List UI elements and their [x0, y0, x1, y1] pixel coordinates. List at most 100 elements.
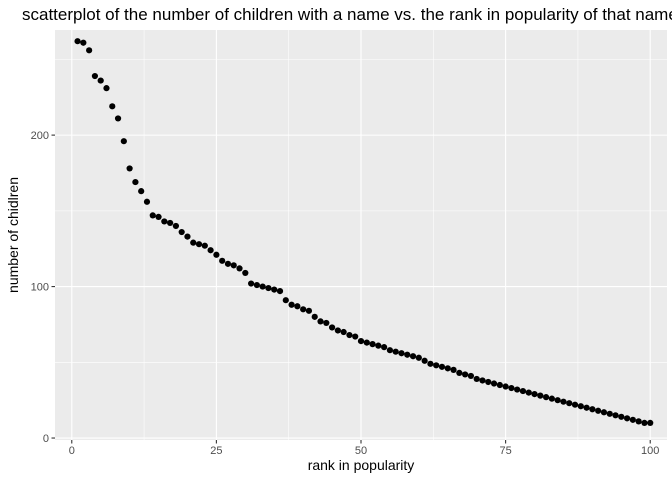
data-point	[276, 288, 284, 295]
y-axis-ticks: 0 100 200	[31, 130, 55, 445]
x-tick-label: 25	[210, 445, 222, 457]
data-point	[386, 347, 394, 354]
data-point	[109, 103, 116, 110]
data-point	[635, 418, 642, 425]
data-point	[253, 281, 260, 289]
data-point	[462, 371, 469, 378]
data-point	[490, 380, 498, 387]
chart-title: scatterplot of the number of children wi…	[22, 5, 672, 24]
data-point	[346, 331, 353, 339]
data-point	[554, 397, 561, 404]
data-point	[519, 387, 527, 395]
data-point	[103, 85, 110, 92]
x-axis-ticks: 0 25 50 75 100	[69, 440, 659, 457]
data-point	[629, 416, 636, 423]
data-point	[618, 413, 625, 420]
data-point	[132, 178, 139, 186]
data-point	[479, 377, 486, 384]
data-point	[392, 348, 399, 355]
data-point	[438, 363, 446, 370]
data-point	[427, 360, 434, 367]
data-point	[271, 286, 278, 293]
data-point	[219, 257, 226, 264]
data-point	[421, 357, 428, 364]
data-point	[259, 283, 266, 290]
data-point	[363, 339, 370, 346]
data-point	[224, 260, 232, 267]
data-point	[508, 384, 515, 392]
data-point	[409, 353, 417, 360]
data-point	[230, 262, 237, 269]
data-point	[352, 333, 359, 340]
data-points	[74, 38, 654, 426]
data-point	[450, 366, 457, 373]
y-axis-title: number of chidlren	[5, 177, 21, 293]
data-point	[167, 219, 174, 227]
data-point	[265, 284, 272, 292]
data-point	[201, 242, 208, 249]
data-point	[207, 247, 214, 254]
data-point	[294, 303, 301, 310]
data-point	[323, 319, 330, 327]
data-point	[600, 409, 608, 416]
data-point	[288, 301, 295, 308]
data-point	[236, 265, 243, 272]
data-point	[143, 198, 151, 205]
data-point	[381, 344, 388, 351]
data-point	[184, 233, 191, 240]
data-point	[606, 410, 613, 417]
data-point	[317, 318, 324, 325]
data-point	[514, 386, 521, 393]
data-point	[444, 365, 451, 372]
data-point	[537, 392, 544, 399]
data-point	[97, 77, 104, 84]
data-point	[328, 324, 336, 331]
data-point	[126, 165, 133, 172]
data-point	[247, 280, 255, 287]
data-point	[282, 297, 289, 304]
data-point	[86, 47, 93, 54]
data-point	[589, 406, 596, 413]
grid-major	[55, 30, 667, 440]
data-point	[433, 362, 440, 369]
data-point	[149, 212, 156, 219]
data-point	[583, 404, 590, 411]
x-tick-label: 100	[641, 445, 659, 457]
data-point	[641, 419, 648, 426]
data-point	[543, 394, 550, 401]
data-point	[473, 375, 480, 383]
x-tick-label: 0	[69, 445, 75, 457]
data-point	[242, 269, 249, 277]
data-point	[623, 415, 631, 422]
data-point	[502, 383, 509, 390]
data-point	[74, 38, 81, 45]
data-point	[178, 228, 185, 236]
data-point	[375, 342, 382, 349]
data-point	[531, 391, 538, 398]
y-tick-label: 0	[43, 433, 49, 445]
data-point	[190, 239, 197, 246]
data-point	[398, 350, 405, 357]
data-point	[195, 241, 203, 248]
data-point	[647, 419, 654, 426]
x-tick-label: 50	[355, 445, 367, 457]
data-point	[415, 354, 422, 361]
x-tick-label: 75	[499, 445, 511, 457]
data-point	[161, 218, 168, 225]
data-point	[334, 327, 341, 334]
data-point	[612, 412, 619, 419]
data-point	[311, 313, 318, 320]
data-point	[357, 337, 365, 345]
data-point	[155, 213, 162, 221]
data-point	[595, 407, 602, 414]
data-point	[80, 39, 87, 46]
data-point	[577, 403, 584, 410]
data-point	[571, 401, 579, 408]
data-point	[548, 395, 555, 402]
y-tick-label: 200	[31, 130, 49, 142]
data-point	[485, 378, 492, 386]
data-point	[566, 400, 573, 407]
data-point	[456, 369, 463, 377]
